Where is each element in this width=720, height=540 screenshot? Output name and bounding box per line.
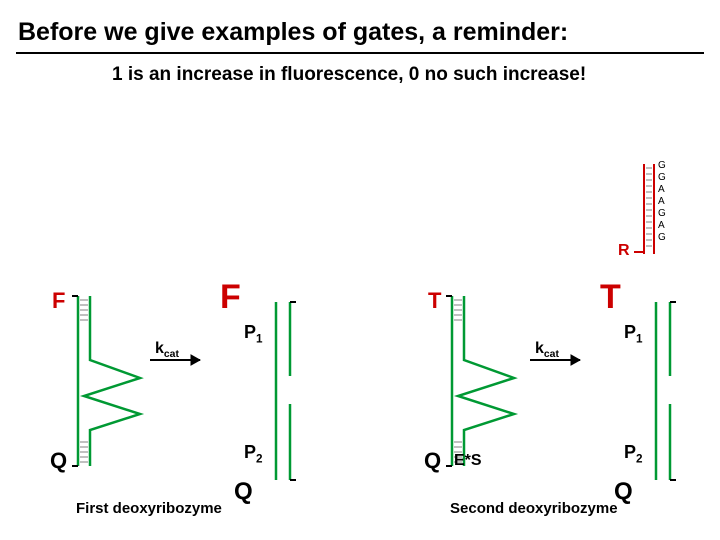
right-nucleotides: GGAAGAG [658,160,666,244]
right-caption: Second deoxyribozyme [450,500,618,517]
left-q-small: Q [50,448,67,474]
left-kcat: kcat [155,340,179,360]
left-q-big: Q [234,478,253,506]
left-f-small: F [52,288,65,314]
left-p2: P2 [244,442,263,466]
left-caption: First deoxyribozyme [76,500,222,517]
right-es: E*S [454,452,482,470]
right-t-small: T [428,288,441,314]
right-q-small: Q [424,448,441,474]
right-kcat: kcat [535,340,559,360]
right-t-big: T [600,278,621,317]
right-p1: P1 [624,322,643,346]
right-p2: P2 [624,442,643,466]
right-r-label: R [618,242,630,260]
diagram-svg [0,0,720,540]
left-f-big: F [220,278,241,317]
left-p1: P1 [244,322,263,346]
